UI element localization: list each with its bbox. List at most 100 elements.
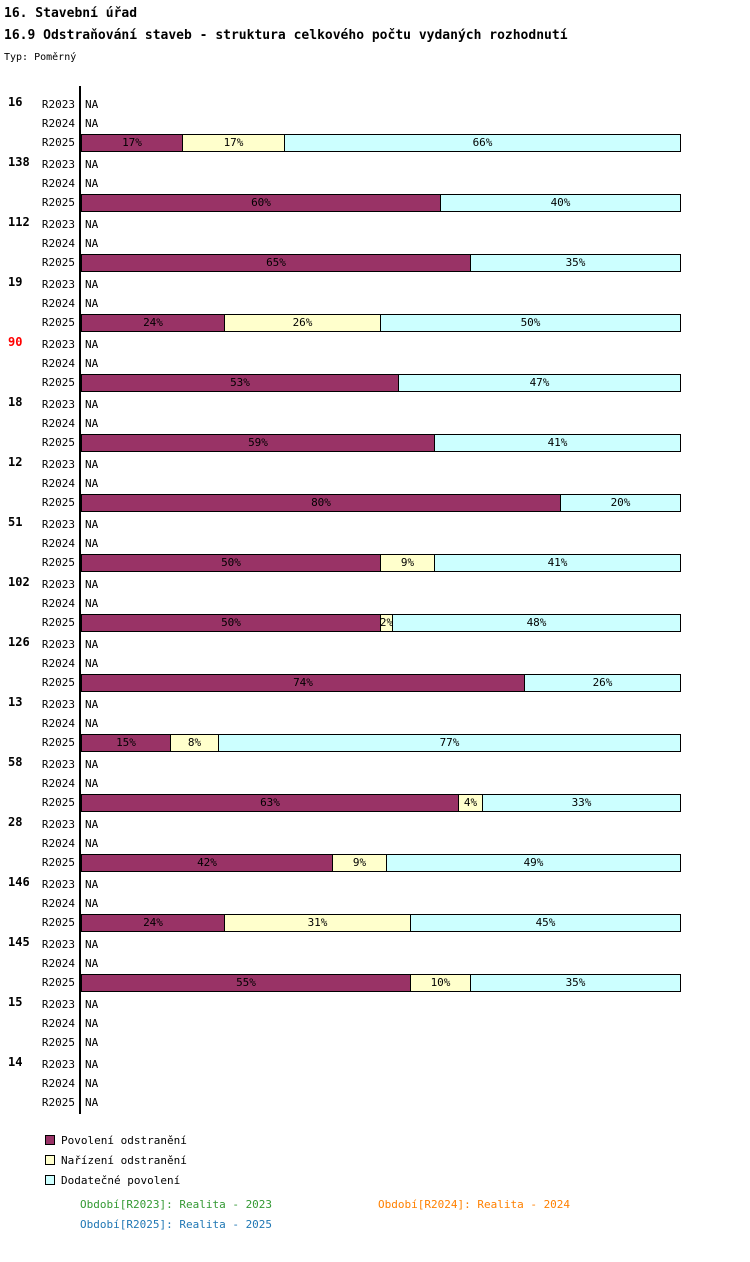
bar-segment-povoleni: 42% [81,853,333,872]
chart-group: 19 R2023 NA R2024 NA R2025 24% 26% 50% [0,275,750,335]
chart-row: R2024 NA [0,414,750,433]
row-content: NA [81,218,681,231]
row-content: NA [81,357,681,370]
row-content: NA [81,297,681,310]
bar-segment-dodatecne: 33% [483,793,681,812]
row-content: 80% 20% [81,493,681,512]
row-content: NA [81,578,681,591]
chart-row: R2024 NA [0,234,750,253]
na-value: NA [85,638,99,651]
footer-period-2025: Období[R2025]: Realita - 2025 [80,1218,273,1231]
group-label: 16 [8,95,23,109]
year-label: R2025 [41,1036,75,1049]
chart-group: 15 R2023 NA R2024 NA R2025 NA [0,995,750,1055]
chart-row: R2025 42% 9% 49% [0,853,750,872]
chart-group: 58 R2023 NA R2024 NA R2025 63% 4% 33% [0,755,750,815]
year-label: R2025 [41,736,75,749]
row-content: NA [81,1096,681,1109]
legend-swatch-dodatecne-icon [45,1175,55,1185]
group-label: 15 [8,995,23,1009]
na-value: NA [85,537,99,550]
legend-label: Povolení odstranění [61,1133,187,1147]
na-value: NA [85,177,99,190]
bar-segment-narizeni: 8% [171,733,219,752]
na-value: NA [85,237,99,250]
na-value: NA [85,297,99,310]
chart-row: R2025 24% 26% 50% [0,313,750,332]
chart-group: 102 R2023 NA R2024 NA R2025 50% 2% 48% [0,575,750,635]
row-content: NA [81,657,681,670]
bar-segment-povoleni: 15% [81,733,171,752]
row-content: NA [81,458,681,471]
row-content: NA [81,117,681,130]
year-label: R2024 [41,837,75,850]
year-label: R2024 [41,177,75,190]
year-label: R2024 [41,897,75,910]
row-content: NA [81,278,681,291]
chart-row: R2025 17% 17% 66% [0,133,750,152]
footer-period-2024: Období[R2024]: Realita - 2024 [378,1198,571,1211]
year-label: R2024 [41,1017,75,1030]
year-label: R2023 [41,158,75,171]
chart-row: R2024 NA [0,594,750,613]
year-label: R2023 [41,998,75,1011]
bar-segment-narizeni: 31% [225,913,411,932]
row-content: 24% 31% 45% [81,913,681,932]
chart-group: 51 R2023 NA R2024 NA R2025 50% 9% 41% [0,515,750,575]
legend-swatch-narizeni-icon [45,1155,55,1165]
year-label: R2023 [41,758,75,771]
chart-row: R2024 NA [0,714,750,733]
na-value: NA [85,1096,99,1109]
row-content: NA [81,177,681,190]
bar-segment-dodatecne: 50% [381,313,681,332]
year-label: R2025 [41,136,75,149]
year-label: R2023 [41,338,75,351]
na-value: NA [85,818,99,831]
bar-segment-povoleni: 59% [81,433,435,452]
row-content: NA [81,158,681,171]
chart-row: R2025 NA [0,1093,750,1112]
row-content: NA [81,237,681,250]
row-content: NA [81,98,681,111]
chart-row: R2024 NA [0,1014,750,1033]
bar-segment-narizeni: 9% [381,553,435,572]
row-content: NA [81,398,681,411]
row-content: 60% 40% [81,193,681,212]
group-label: 18 [8,395,23,409]
row-content: 74% 26% [81,673,681,692]
chart-group: 16 R2023 NA R2024 NA R2025 17% 17% 66% [0,95,750,155]
year-label: R2025 [41,856,75,869]
bar-segment-narizeni: 17% [183,133,285,152]
chart-row: R2024 NA [0,834,750,853]
chart-group: 145 R2023 NA R2024 NA R2025 55% 10% 35% [0,935,750,995]
year-label: R2024 [41,417,75,430]
group-label: 12 [8,455,23,469]
group-label: 13 [8,695,23,709]
chart-group: 13 R2023 NA R2024 NA R2025 15% 8% 77% [0,695,750,755]
row-content: 50% 9% 41% [81,553,681,572]
bar-segment-dodatecne: 45% [411,913,681,932]
bar-segment-dodatecne: 77% [219,733,681,752]
chart-row: R2025 50% 9% 41% [0,553,750,572]
year-label: R2024 [41,297,75,310]
year-label: R2023 [41,278,75,291]
na-value: NA [85,518,99,531]
bar-segment-povoleni: 53% [81,373,399,392]
year-label: R2023 [41,218,75,231]
row-content: NA [81,477,681,490]
row-content: 15% 8% 77% [81,733,681,752]
group-label: 138 [8,155,30,169]
chart-row: R2025 53% 47% [0,373,750,392]
chart-type-label: Typ: Poměrný [4,52,77,63]
bar-segment-povoleni: 74% [81,673,525,692]
row-content: NA [81,998,681,1011]
chart-group: 12 R2023 NA R2024 NA R2025 80% 20% [0,455,750,515]
legend-label: Nařízení odstranění [61,1153,187,1167]
legend-label: Dodatečné povolení [61,1173,181,1187]
group-label: 102 [8,575,30,589]
row-content: NA [81,897,681,910]
bar-segment-dodatecne: 48% [393,613,681,632]
chart-group: 14 R2023 NA R2024 NA R2025 NA [0,1055,750,1115]
year-label: R2024 [41,357,75,370]
row-content: 17% 17% 66% [81,133,681,152]
